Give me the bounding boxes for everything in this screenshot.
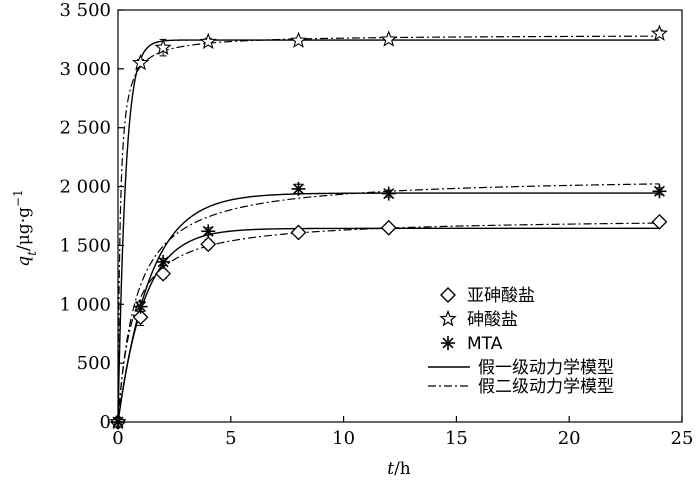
x-tick-label: 15 (445, 428, 468, 449)
y-tick-label: 0 (100, 412, 111, 433)
legend: 亚砷酸盐 砷酸盐 MTA 假一级动力学模型 假二级动力学模型 (428, 286, 614, 397)
legend-asterisk-marker (441, 336, 455, 350)
legend-item-pso: 假二级动力学模型 (428, 377, 614, 397)
legend-item-arsenite: 亚砷酸盐 (440, 286, 535, 306)
point-arsenite (290, 224, 307, 241)
y-tick-label: 2 500 (59, 118, 111, 139)
legend-label-pso: 假二级动力学模型 (478, 377, 614, 397)
point-arsenite (651, 213, 668, 230)
point-arsenite (155, 265, 172, 282)
point-arsenite (380, 219, 397, 236)
legend-star-marker (439, 309, 457, 327)
point-arsenate (131, 53, 150, 71)
legend-label-arsenite: 亚砷酸盐 (467, 286, 535, 306)
plot-area-frame (117, 9, 683, 423)
y-tick-label: 1 000 (59, 294, 111, 315)
point-mta (381, 186, 396, 201)
point-arsenite (132, 309, 149, 326)
point-mta (133, 299, 148, 314)
y-tick-label: 3 000 (59, 59, 111, 80)
y-tick-label: 1 500 (59, 235, 111, 256)
legend-label-mta: MTA (467, 334, 503, 354)
point-mta (201, 224, 216, 239)
point-arsenate (650, 24, 669, 41)
y-tick-label: 500 (77, 353, 111, 374)
point-mta (156, 254, 171, 269)
point-mta (291, 181, 306, 196)
y-tick-label: 2 000 (59, 177, 111, 198)
x-tick-label: 0 (112, 428, 123, 449)
point-arsenate (289, 31, 308, 48)
legend-item-arsenate: 砷酸盐 (439, 309, 518, 330)
axis-ticks: 0 5 10 15 20 25 0 500 1 000 1 500 2 000 2 500 3 000 3… (59, 0, 693, 449)
x-axis-title: t/h (387, 459, 411, 479)
legend-diamond-marker (440, 287, 456, 303)
point-arsenite (200, 236, 217, 253)
point-arsenate (154, 38, 172, 55)
legend-label-arsenate: 砷酸盐 (467, 310, 518, 330)
legend-item-pfo: 假一级动力学模型 (428, 358, 614, 378)
point-arsenate (199, 32, 217, 50)
y-tick-label: 3 500 (59, 0, 111, 21)
y-axis-title: qt/μg·g−1 (11, 189, 39, 266)
x-tick-label: 20 (558, 428, 581, 449)
x-tick-label: 5 (225, 428, 236, 449)
error-bars (137, 29, 663, 326)
x-tick-label: 10 (332, 428, 355, 449)
legend-label-pfo: 假一级动力学模型 (478, 358, 614, 378)
legend-item-mta: MTA (441, 334, 503, 354)
point-arsenate (380, 30, 398, 47)
x-tick-label: 25 (671, 428, 694, 449)
point-mta (652, 184, 667, 199)
